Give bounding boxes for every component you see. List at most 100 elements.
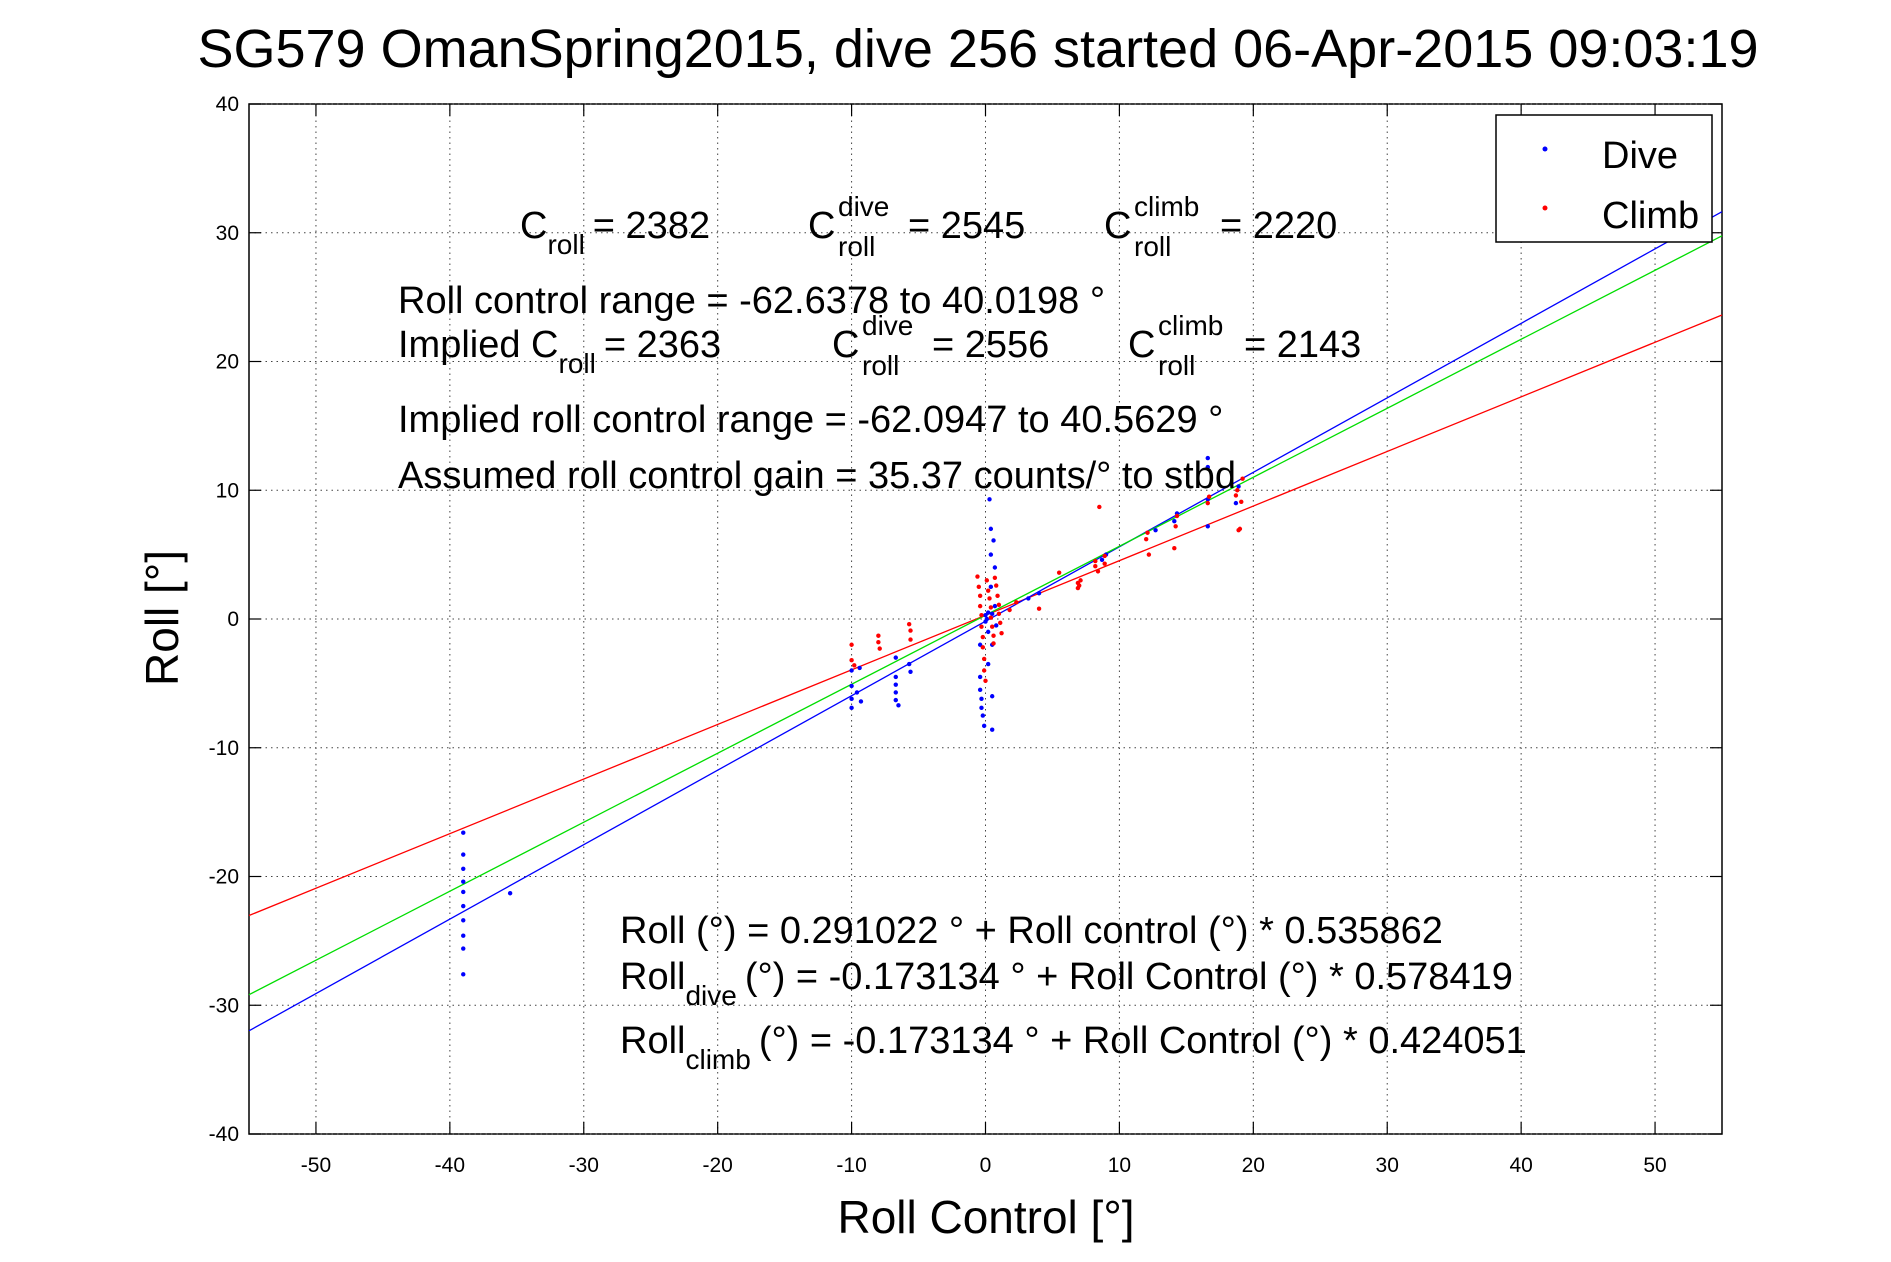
x-tick-label: 10 [1108,1154,1131,1177]
x-tick-label: 20 [1242,1154,1265,1177]
data-point [461,889,466,895]
data-point [849,705,854,711]
data-point [1146,552,1152,557]
data-point [893,655,898,660]
x-tick-label: 40 [1509,1154,1532,1177]
data-point [1102,553,1107,559]
annotation-implied-c-roll-climb-sub: roll [1158,350,1195,381]
y-tick-label: -20 [209,866,239,889]
data-point [1153,527,1158,533]
data-point [906,621,912,627]
data-point [996,602,1002,608]
data-point [461,933,466,938]
data-point [994,583,999,588]
data-point [1097,504,1102,510]
data-point [979,696,984,702]
data-point [1233,493,1239,498]
data-point [988,552,994,557]
data-point [906,661,912,667]
data-point [977,603,983,609]
legend-box [1495,114,1713,243]
annotation-implied-c-roll-dive-sub: roll [862,350,899,381]
data-point [1093,564,1098,569]
x-tick-label: -20 [703,1154,733,1177]
data-point [1236,484,1241,489]
data-point [996,611,1002,617]
data-point [849,696,854,702]
data-point [994,623,999,628]
x-tick-label: -30 [569,1154,599,1177]
x-tick-label: 0 [980,1154,992,1177]
data-point [461,946,466,951]
data-point [1036,591,1042,596]
data-point [1102,561,1107,566]
annotation-implied-c-roll-climb-value: = 2143 [1244,324,1361,366]
data-point [1095,569,1101,574]
data-point [979,612,984,618]
data-point [849,668,854,673]
data-point [1205,464,1210,470]
data-point [507,891,513,896]
data-point [976,584,982,590]
data-point [981,723,987,729]
data-point [908,669,913,674]
data-point [849,658,854,663]
legend: Dive Climb [1495,114,1713,243]
data-point [992,565,998,570]
data-point [461,972,466,977]
data-point [876,633,881,638]
data-point [988,605,994,610]
data-point [896,703,901,708]
data-point [893,690,898,695]
annotation-c-roll-dive-sup: dive [838,191,889,222]
annotation-eq-climb: Rollclimb (°) = -0.173134 ° + Roll Contro… [620,1020,1527,1075]
data-point [989,611,995,617]
data-point [1239,499,1244,505]
data-point [987,497,992,502]
data-point [893,682,898,687]
data-point [991,538,996,543]
data-point [988,584,994,590]
data-point [849,642,854,647]
data-point [1205,524,1210,529]
data-point [1078,578,1083,583]
annotation-implied-range: Implied roll control range = -62.0947 to… [398,399,1223,441]
y-tick-label: 40 [216,93,239,116]
data-point [461,866,466,871]
y-tick-label: 30 [216,222,239,245]
data-point [893,674,898,680]
axis-ticks [249,103,1722,1135]
data-point [984,616,990,622]
data-point [1145,530,1150,535]
data-point [975,574,980,579]
data-point [1093,558,1098,564]
data-point [461,879,466,884]
data-point [1036,606,1042,611]
data-point [989,727,995,732]
x-tick-labels: -50 -40 -30 -20 -10 0 10 20 30 40 50 [301,1154,1667,1177]
data-point [995,593,1000,599]
y-axis-label: Roll [°] [136,550,188,686]
x-tick-label: -50 [301,1154,331,1177]
data-point [461,830,466,835]
data-point [991,633,996,638]
data-point [985,661,991,667]
annotation-c-roll-dive-value: = 2545 [908,205,1025,247]
legend-climb-marker [1542,205,1548,211]
y-tick-labels: -40 -30 -20 -10 0 10 20 30 40 [209,93,239,1146]
data-point [1235,488,1240,493]
data-point [1240,476,1245,481]
annotation-c-roll-dive-base: C [808,205,835,247]
x-tick-label: 50 [1643,1154,1666,1177]
data-point [980,634,986,640]
data-point [1056,570,1062,575]
annotation-c-roll-climb-value: = 2220 [1220,205,1337,247]
data-point [988,526,994,532]
data-point [989,624,995,629]
data-point [1172,518,1177,524]
annotation-implied-c-roll: Implied Croll = 2363 [398,324,721,379]
data-point [854,690,860,695]
annotation-c-roll: Croll = 2382 [520,205,710,260]
data-point [980,645,986,650]
